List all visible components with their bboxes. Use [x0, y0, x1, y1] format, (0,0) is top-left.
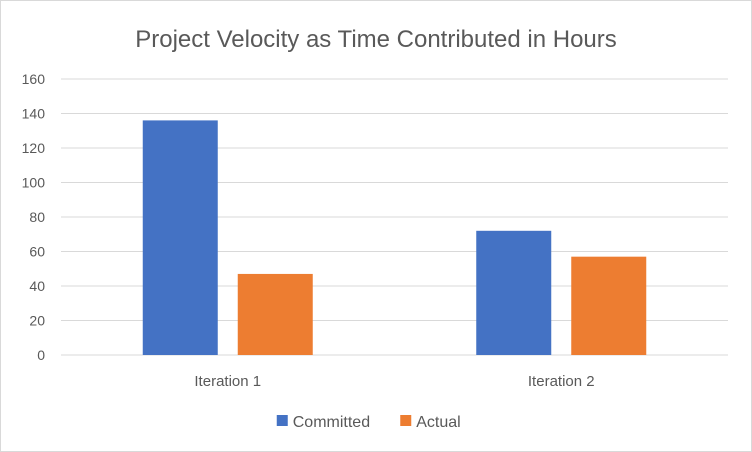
- y-tick-label: 60: [29, 244, 45, 260]
- y-tick-label: 80: [29, 209, 45, 225]
- bar-committed-2: [476, 230, 552, 355]
- x-category-label: Iteration 2: [528, 373, 595, 390]
- x-axis-categories: Iteration 1 Iteration 2: [194, 373, 594, 390]
- bar-committed-1: [142, 120, 218, 356]
- chart-title: Project Velocity as Time Contributed in …: [135, 26, 617, 53]
- y-tick-label: 100: [22, 175, 46, 191]
- legend-label-actual: Actual: [416, 414, 460, 431]
- y-tick-label: 0: [37, 347, 45, 363]
- y-tick-label: 120: [22, 140, 46, 156]
- y-tick-label: 160: [22, 71, 46, 87]
- legend-label-committed: Committed: [293, 414, 370, 431]
- y-tick-label: 20: [29, 313, 45, 329]
- y-tick-label: 40: [29, 278, 45, 294]
- y-axis-ticks: 0 20 40 60 80 100 120 140 160: [22, 71, 46, 363]
- bar-actual-1: [237, 273, 313, 355]
- y-tick-label: 140: [22, 106, 46, 122]
- x-category-label: Iteration 1: [194, 373, 261, 390]
- legend: Committed Actual: [276, 414, 461, 431]
- bar-actual-2: [571, 256, 647, 355]
- legend-swatch-actual: [400, 415, 412, 426]
- bars: [142, 120, 647, 356]
- legend-swatch-committed: [276, 415, 288, 426]
